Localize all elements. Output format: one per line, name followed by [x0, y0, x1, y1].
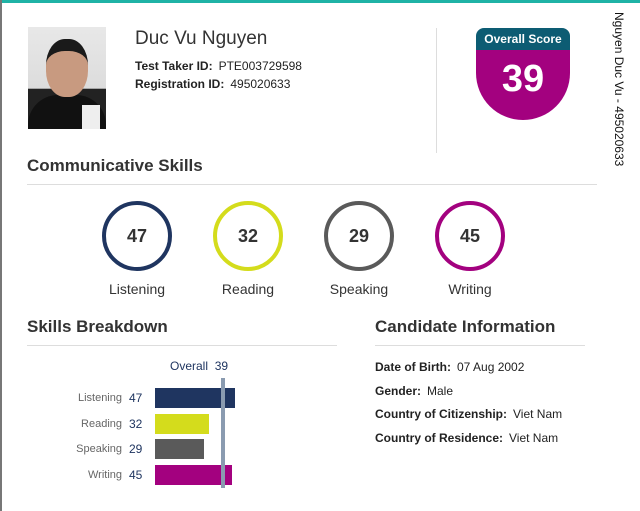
skill-label: Reading: [221, 281, 275, 297]
skill-score-circle-reading: 32: [213, 201, 283, 271]
skills-breakdown-title: Skills Breakdown: [27, 317, 168, 336]
candidate-photo: [28, 27, 106, 129]
skill-label: Listening: [108, 281, 166, 297]
overall-score-label: Overall Score: [476, 28, 570, 50]
breakdown-bar-writing: [155, 464, 232, 485]
divider: [27, 184, 597, 185]
overall-score-value: 39: [476, 50, 570, 120]
test-taker-id: Test Taker ID: PTE003729598: [135, 59, 302, 73]
candidate-name: Duc Vu Nguyen: [135, 28, 268, 49]
breakdown-bar-speaking: [155, 439, 205, 459]
overall-score-badge: Overall Score 39: [476, 28, 570, 120]
candidate-info-field: Country of Residence: Viet Nam: [375, 430, 559, 445]
breakdown-value: 32: [129, 416, 143, 431]
overall-marker-line: [221, 378, 226, 488]
skill-label: Writing: [448, 281, 492, 297]
breakdown-value: 47: [129, 391, 143, 405]
page-border: [0, 0, 2, 511]
registration-id: Registration ID: 495020633: [135, 77, 291, 91]
candidate-info-title: Candidate Information: [375, 317, 556, 336]
skill-label: Speaking: [329, 281, 389, 297]
overall-marker-label: Overall 39: [170, 359, 229, 373]
communicative-skills-title: Communicative Skills: [27, 156, 203, 175]
breakdown-label: Listening: [77, 392, 122, 404]
breakdown-label: Speaking: [76, 443, 122, 455]
breakdown-bar-reading: [155, 413, 210, 434]
candidate-info-field: Date of Birth: 07 Aug 2002: [375, 360, 525, 374]
skill-score-circle-speaking: 29: [324, 201, 394, 271]
top-accent-bar: [0, 0, 640, 3]
breakdown-label: Reading: [81, 417, 122, 430]
candidate-info-field: Country of Citizenship: Viet Nam: [375, 407, 563, 421]
divider: [436, 28, 437, 153]
candidate-info-field: Gender: Male: [375, 383, 454, 398]
breakdown-value: 29: [129, 442, 143, 456]
skill-score-circle-writing: 45: [435, 201, 505, 271]
breakdown-value: 45: [129, 467, 143, 482]
divider: [27, 345, 337, 346]
breakdown-bar-listening: [155, 388, 235, 408]
side-candidate-text: Nguyen Duc Vu - 495020633: [612, 12, 626, 167]
breakdown-label: Writing: [87, 468, 122, 481]
divider: [375, 345, 585, 346]
skill-score-circle-listening: 47: [102, 201, 172, 271]
